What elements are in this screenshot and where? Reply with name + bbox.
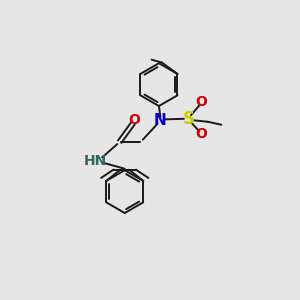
Text: N: N	[154, 113, 167, 128]
Text: O: O	[129, 113, 140, 127]
Text: O: O	[195, 95, 207, 110]
Text: HN: HN	[84, 154, 107, 168]
Text: O: O	[195, 127, 207, 141]
Text: S: S	[183, 110, 195, 128]
